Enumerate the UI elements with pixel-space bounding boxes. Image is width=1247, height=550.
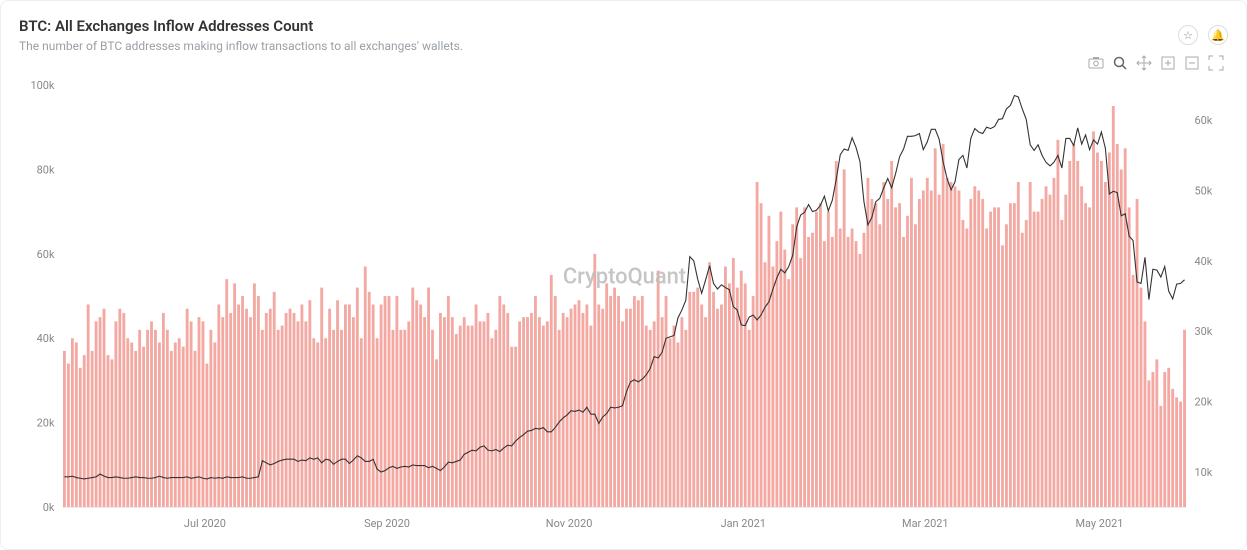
svg-text:Jul 2020: Jul 2020 xyxy=(184,517,226,530)
svg-text:Jan 2021: Jan 2021 xyxy=(721,517,766,530)
svg-text:Mar 2021: Mar 2021 xyxy=(902,517,949,530)
header-actions: ☆ 🔔 xyxy=(1178,25,1228,45)
chart-area: 0k 20k 40k 60k 80k 100k 10k 20k 30k 40k 50k 60k Jul … xyxy=(19,79,1228,535)
fullscreen-icon[interactable] xyxy=(1208,55,1224,71)
svg-text:40k: 40k xyxy=(37,332,55,345)
svg-text:100k: 100k xyxy=(30,79,54,92)
chart-svg: 0k 20k 40k 60k 80k 100k 10k 20k 30k 40k 50k 60k Jul … xyxy=(19,79,1228,535)
zoom-out-icon[interactable] xyxy=(1184,55,1200,71)
bars-group xyxy=(63,106,1186,507)
svg-text:40k: 40k xyxy=(1194,255,1212,268)
chart-subtitle: The number of BTC addresses making inflo… xyxy=(19,39,463,53)
svg-text:0k: 0k xyxy=(43,501,55,514)
pan-icon[interactable] xyxy=(1136,55,1152,71)
svg-text:10k: 10k xyxy=(1194,466,1212,479)
svg-text:30k: 30k xyxy=(1194,325,1212,338)
star-icon[interactable]: ☆ xyxy=(1178,25,1198,45)
svg-text:Sep 2020: Sep 2020 xyxy=(364,517,410,530)
svg-text:60k: 60k xyxy=(37,248,55,261)
svg-text:Nov 2020: Nov 2020 xyxy=(546,517,593,530)
header-row: BTC: All Exchanges Inflow Addresses Coun… xyxy=(19,17,1228,53)
chart-card: BTC: All Exchanges Inflow Addresses Coun… xyxy=(0,0,1247,550)
chart-title: BTC: All Exchanges Inflow Addresses Coun… xyxy=(19,17,463,35)
zoom-in-icon[interactable] xyxy=(1160,55,1176,71)
zoom-icon[interactable] xyxy=(1112,55,1128,71)
chart-toolbar xyxy=(1088,55,1224,71)
bell-icon[interactable]: 🔔 xyxy=(1208,25,1228,45)
header-text: BTC: All Exchanges Inflow Addresses Coun… xyxy=(19,17,463,53)
svg-text:20k: 20k xyxy=(1194,396,1212,409)
svg-text:20k: 20k xyxy=(37,417,55,430)
camera-icon[interactable] xyxy=(1088,55,1104,71)
svg-text:50k: 50k xyxy=(1194,184,1212,197)
svg-text:May 2021: May 2021 xyxy=(1076,517,1124,530)
svg-text:CryptoQuant: CryptoQuant xyxy=(563,264,686,289)
svg-text:60k: 60k xyxy=(1194,114,1212,127)
svg-text:80k: 80k xyxy=(37,163,55,176)
